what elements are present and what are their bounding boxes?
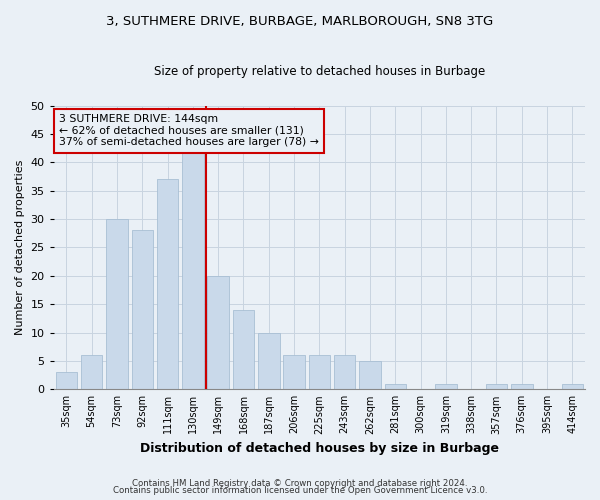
Y-axis label: Number of detached properties: Number of detached properties <box>15 160 25 335</box>
Text: 3 SUTHMERE DRIVE: 144sqm
← 62% of detached houses are smaller (131)
37% of semi-: 3 SUTHMERE DRIVE: 144sqm ← 62% of detach… <box>59 114 319 148</box>
Bar <box>511 384 533 390</box>
Text: Contains public sector information licensed under the Open Government Licence v3: Contains public sector information licen… <box>113 486 487 495</box>
Bar <box>359 361 381 390</box>
Bar <box>562 384 583 390</box>
Bar <box>81 356 103 390</box>
Bar <box>106 219 128 390</box>
Bar <box>435 384 457 390</box>
Bar <box>131 230 153 390</box>
Bar <box>385 384 406 390</box>
Text: Contains HM Land Registry data © Crown copyright and database right 2024.: Contains HM Land Registry data © Crown c… <box>132 478 468 488</box>
Bar <box>485 384 507 390</box>
Title: Size of property relative to detached houses in Burbage: Size of property relative to detached ho… <box>154 65 485 78</box>
Bar <box>157 180 178 390</box>
Bar <box>283 356 305 390</box>
Bar <box>308 356 330 390</box>
Bar <box>182 151 203 390</box>
Bar <box>208 276 229 390</box>
X-axis label: Distribution of detached houses by size in Burbage: Distribution of detached houses by size … <box>140 442 499 455</box>
Bar <box>56 372 77 390</box>
Text: 3, SUTHMERE DRIVE, BURBAGE, MARLBOROUGH, SN8 3TG: 3, SUTHMERE DRIVE, BURBAGE, MARLBOROUGH,… <box>106 15 494 28</box>
Bar <box>334 356 355 390</box>
Bar <box>258 332 280 390</box>
Bar <box>233 310 254 390</box>
